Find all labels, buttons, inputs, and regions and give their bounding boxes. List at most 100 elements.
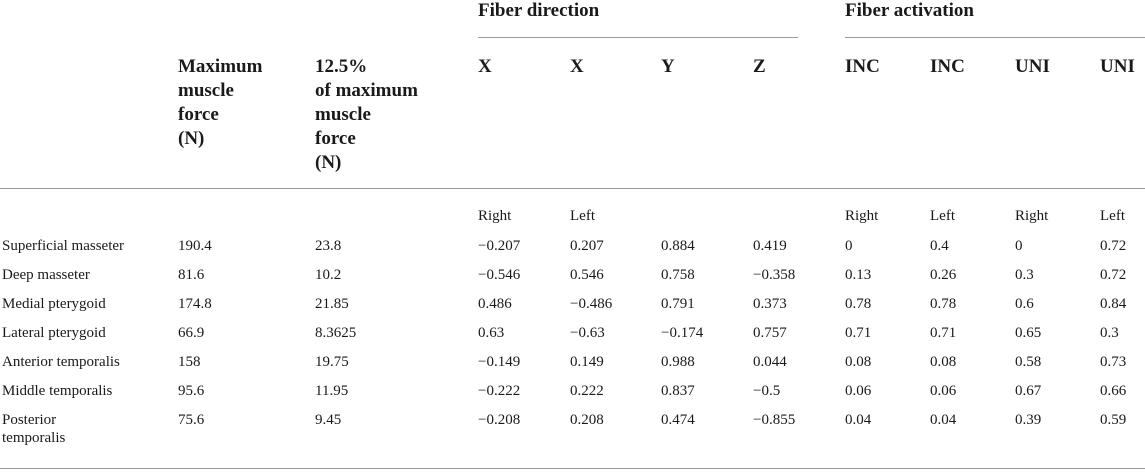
subheader-inc-left: Left <box>930 208 955 224</box>
cell-x-right: −0.208 <box>478 412 521 428</box>
cell-uni-right: 0.65 <box>1015 325 1042 341</box>
cell-inc-right: 0.13 <box>845 267 872 283</box>
cell-x-left: 0.546 <box>570 267 604 283</box>
cell-y: 0.758 <box>661 267 695 283</box>
header-activation-uni-left: UNI <box>1100 56 1135 77</box>
cell-z: 0.373 <box>753 296 787 312</box>
cell-inc-right: 0.04 <box>845 412 872 428</box>
cell-percent-force: 8.3625 <box>315 325 357 341</box>
cell-uni-left: 0.72 <box>1100 238 1127 254</box>
cell-max-force: 158 <box>178 354 201 370</box>
cell-max-force: 190.4 <box>178 238 212 254</box>
cell-max-force: 95.6 <box>178 383 205 399</box>
cell-uni-left: 0.84 <box>1100 296 1127 312</box>
cell-y: 0.791 <box>661 296 695 312</box>
cell-x-right: −0.546 <box>478 267 521 283</box>
header-line: muscle <box>178 80 234 101</box>
cell-inc-left: 0.78 <box>930 296 957 312</box>
cell-percent-force: 9.45 <box>315 412 342 428</box>
cell-uni-right: 0.58 <box>1015 354 1042 370</box>
cell-z: 0.757 <box>753 325 787 341</box>
cell-max-force: 174.8 <box>178 296 212 312</box>
cell-uni-left: 0.3 <box>1100 325 1119 341</box>
table-row: Posterior temporalis 75.6 9.45 −0.208 0.… <box>0 411 1145 455</box>
header-line: force <box>178 104 219 125</box>
cell-max-force: 75.6 <box>178 412 205 428</box>
muscle-name: Lateral pterygoid <box>2 325 106 341</box>
cell-uni-right: 0.6 <box>1015 296 1034 312</box>
cell-inc-left: 0.71 <box>930 325 957 341</box>
cell-y: 0.988 <box>661 354 695 370</box>
muscle-name: Superficial masseter <box>2 238 125 254</box>
subheader-x-right: Right <box>478 208 512 224</box>
cell-uni-right: 0.67 <box>1015 383 1042 399</box>
header-direction-z: Z <box>753 56 766 77</box>
cell-y: −0.174 <box>661 325 704 341</box>
cell-y: 0.474 <box>661 412 695 428</box>
cell-z: 0.419 <box>753 238 787 254</box>
cell-y: 0.884 <box>661 238 695 254</box>
muscle-name: Anterior temporalis <box>2 354 120 370</box>
cell-percent-force: 21.85 <box>315 296 349 312</box>
header-line: of maximum <box>315 80 418 101</box>
header-line: Maximum <box>178 56 263 77</box>
table-row: Anterior temporalis 158 19.75 −0.149 0.1… <box>0 353 1145 377</box>
header-direction-y: Y <box>661 56 675 77</box>
subheader-inc-right: Right <box>845 208 879 224</box>
cell-uni-right: 0 <box>1015 238 1023 254</box>
header-line: force <box>315 128 356 149</box>
cell-inc-left: 0.26 <box>930 267 957 283</box>
cell-inc-left: 0.4 <box>930 238 949 254</box>
cell-uni-right: 0.3 <box>1015 267 1034 283</box>
cell-uni-right: 0.39 <box>1015 412 1042 428</box>
cell-uni-left: 0.66 <box>1100 383 1127 399</box>
header-line: muscle <box>315 104 371 125</box>
cell-inc-left: 0.08 <box>930 354 957 370</box>
header-rule <box>0 188 1145 189</box>
cell-max-force: 81.6 <box>178 267 205 283</box>
header-direction-x-right: X <box>478 56 492 77</box>
cell-inc-right: 0.78 <box>845 296 872 312</box>
muscle-name: Medial pterygoid <box>2 296 106 312</box>
cell-x-left: −0.63 <box>570 325 605 341</box>
header-activation-uni-right: UNI <box>1015 56 1050 77</box>
cell-y: 0.837 <box>661 383 695 399</box>
cell-x-left: 0.207 <box>570 238 604 254</box>
cell-x-right: 0.486 <box>478 296 512 312</box>
cell-x-right: 0.63 <box>478 325 505 341</box>
table-row: Lateral pterygoid 66.9 8.3625 0.63 −0.63… <box>0 324 1145 348</box>
cell-uni-left: 0.72 <box>1100 267 1127 283</box>
muscle-name: Posterior temporalis <box>2 412 66 446</box>
cell-x-left: −0.486 <box>570 296 613 312</box>
header-percent-maximum-force: 12.5% of maximum muscle force (N) <box>315 55 418 175</box>
group-rule-fiber-activation <box>845 37 1145 38</box>
cell-percent-force: 19.75 <box>315 354 349 370</box>
subheader-x-left: Left <box>570 208 595 224</box>
header-activation-inc-right: INC <box>845 56 880 77</box>
cell-inc-left: 0.06 <box>930 383 957 399</box>
cell-x-right: −0.222 <box>478 383 521 399</box>
group-rule-fiber-direction <box>478 37 798 38</box>
cell-x-right: −0.207 <box>478 238 521 254</box>
muscle-name: Deep masseter <box>2 267 90 283</box>
cell-inc-left: 0.04 <box>930 412 957 428</box>
cell-uni-left: 0.59 <box>1100 412 1127 428</box>
cell-inc-right: 0.06 <box>845 383 872 399</box>
cell-inc-right: 0.08 <box>845 354 872 370</box>
subheader-uni-left: Left <box>1100 208 1125 224</box>
subheader-uni-right: Right <box>1015 208 1049 224</box>
cell-inc-right: 0 <box>845 238 853 254</box>
header-activation-inc-left: INC <box>930 56 965 77</box>
muscle-name: Middle temporalis <box>2 383 113 399</box>
cell-z: −0.855 <box>753 412 796 428</box>
table-row: Middle temporalis 95.6 11.95 −0.222 0.22… <box>0 382 1145 406</box>
group-title-fiber-activation: Fiber activation <box>845 0 974 21</box>
header-maximum-muscle-force: Maximum muscle force (N) <box>178 55 262 151</box>
cell-uni-left: 0.73 <box>1100 354 1127 370</box>
header-direction-x-left: X <box>570 56 584 77</box>
cell-percent-force: 11.95 <box>315 383 349 399</box>
header-line: (N) <box>178 128 205 149</box>
cell-x-left: 0.222 <box>570 383 604 399</box>
cell-z: −0.358 <box>753 267 796 283</box>
